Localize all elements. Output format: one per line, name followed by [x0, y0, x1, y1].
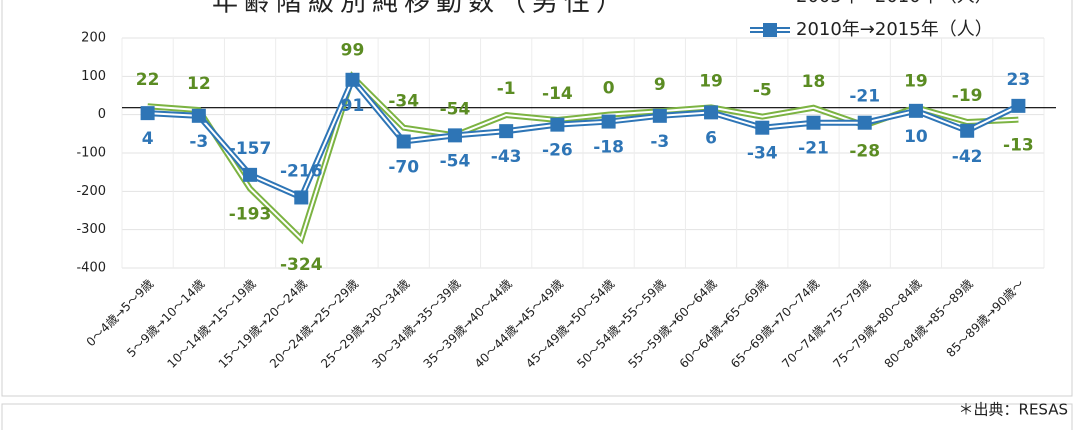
marker [857, 115, 872, 130]
legend-marker [763, 23, 777, 37]
data-label: -324 [280, 255, 323, 275]
data-label: 4 [142, 129, 154, 149]
y-tick-label: -400 [76, 261, 106, 276]
marker [140, 106, 155, 121]
marker [908, 103, 923, 118]
data-label: -13 [1003, 136, 1034, 156]
data-label: -28 [849, 141, 880, 161]
data-label: -14 [542, 84, 573, 104]
x-tick-label: 65～69歳→70～74歳 [728, 277, 822, 371]
chart-title: 年齢階級別純移動数（男性） [212, 0, 628, 18]
y-tick-label: -100 [76, 146, 106, 161]
x-tick-label: 15～19歳→20～24歳 [216, 277, 310, 371]
x-tick-label: 40～44歳→45～49歳 [472, 277, 566, 371]
data-label: 23 [1007, 70, 1031, 90]
data-label: 22 [136, 70, 160, 90]
x-tick-label: 10～14歳→15～19歳 [165, 277, 259, 371]
marker [396, 134, 411, 149]
data-label: 10 [904, 127, 928, 147]
x-tick-label: 60～64歳→65～69歳 [677, 277, 771, 371]
data-label: 99 [341, 41, 365, 61]
data-label: -3 [650, 132, 669, 152]
data-label: -42 [952, 147, 983, 167]
marker [755, 120, 770, 135]
marker [447, 128, 462, 143]
chart-frame [1, 0, 1073, 397]
x-tick-label: 55～59歳→60～64歳 [626, 277, 720, 371]
data-label: 12 [187, 74, 211, 94]
data-label: -34 [747, 144, 778, 164]
data-label: 19 [904, 71, 928, 91]
source: ＊出典：RESAS [959, 401, 1068, 419]
data-label: 19 [699, 71, 723, 91]
data-label: -216 [280, 161, 323, 181]
series-line-inner [147, 77, 1019, 199]
data-label: 18 [802, 72, 826, 92]
data-label: 0 [603, 79, 615, 99]
data-label: -1 [497, 79, 516, 99]
marker [499, 124, 514, 139]
x-tick-label: 20～24歳→25～29歳 [267, 277, 361, 371]
data-label: -21 [849, 87, 880, 107]
x-tick-label: 45～49歳→50～54歳 [523, 277, 617, 371]
data-label: 9 [654, 75, 666, 95]
marker [345, 72, 360, 87]
marker [960, 123, 975, 138]
marker [652, 108, 667, 123]
data-label: -18 [593, 138, 624, 158]
data-label: -3 [189, 132, 208, 152]
marker [601, 114, 616, 129]
y-tick-label: -200 [76, 184, 106, 199]
y-tick-label: 100 [81, 69, 106, 84]
data-label: -26 [542, 141, 573, 161]
x-tick-label: 80～84歳→85～89歳 [882, 277, 976, 371]
marker [550, 117, 565, 132]
marker [806, 115, 821, 130]
panel-frame [1, 403, 1073, 430]
data-label: -70 [388, 158, 419, 178]
marker [704, 105, 719, 120]
data-label: 6 [705, 128, 717, 148]
data-label: -21 [798, 139, 829, 159]
data-label: -193 [229, 205, 272, 225]
marker [1011, 98, 1026, 113]
data-label: -5 [753, 81, 772, 101]
x-tick-label: 25～29歳→30～34歳 [318, 277, 412, 371]
marker [191, 108, 206, 123]
data-label: -157 [229, 139, 272, 159]
x-tick-label: 75～79歳→80～84歳 [830, 277, 924, 371]
y-tick-label: 200 [81, 31, 106, 46]
y-tick-label: -300 [76, 222, 106, 237]
data-label: 91 [341, 96, 365, 116]
x-tick-label: 35～39歳→40～44歳 [421, 277, 515, 371]
marker [294, 190, 309, 205]
x-tick-label: 50～54歳→55～59歳 [574, 277, 668, 371]
data-label: -54 [440, 151, 471, 171]
data-label: -19 [952, 86, 983, 106]
x-tick-label: 30～34歳→35～39歳 [369, 277, 463, 371]
marker [243, 167, 258, 182]
legend-label: 2005年→2010年（人） [796, 0, 993, 7]
data-label: -54 [440, 99, 471, 119]
legend-label: 2010年→2015年（人） [796, 19, 993, 40]
data-label: -34 [388, 92, 419, 112]
data-label: -43 [491, 147, 522, 167]
y-tick-label: 0 [98, 107, 106, 122]
x-tick-label: 70～74歳→75～79歳 [779, 277, 873, 371]
